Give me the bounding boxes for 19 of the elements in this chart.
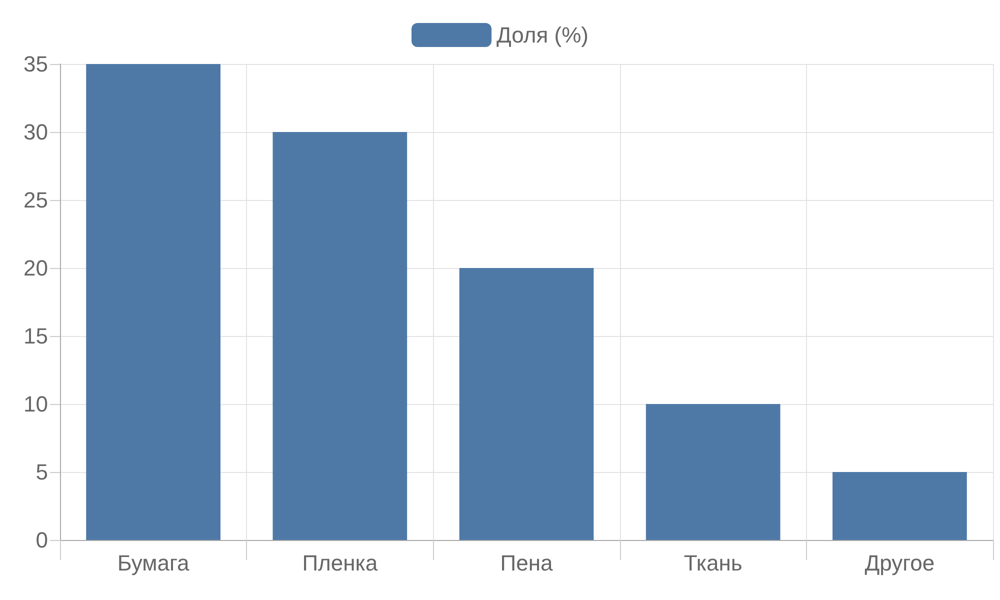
y-tick-label: 35 — [24, 52, 48, 76]
x-tick-label: Ткань — [684, 550, 742, 576]
bar — [272, 132, 408, 540]
y-tick-label: 25 — [24, 188, 48, 212]
bar — [832, 472, 967, 540]
x-tick-label: Пленка — [302, 550, 378, 576]
x-tick-label: Пена — [500, 550, 554, 576]
y-tick-label: 10 — [24, 392, 48, 416]
legend-label: Доля (%) — [496, 22, 588, 48]
y-tick-label: 15 — [24, 324, 48, 348]
bar — [459, 268, 594, 540]
bar — [86, 64, 220, 540]
y-tick-label: 20 — [24, 256, 48, 280]
x-tick-label: Другое — [864, 550, 935, 576]
y-tick-label: 0 — [36, 528, 48, 552]
bar — [646, 404, 780, 540]
x-tick-label: Бумага — [117, 550, 190, 576]
y-tick-label: 5 — [36, 460, 48, 484]
y-tick-label: 30 — [24, 120, 48, 144]
